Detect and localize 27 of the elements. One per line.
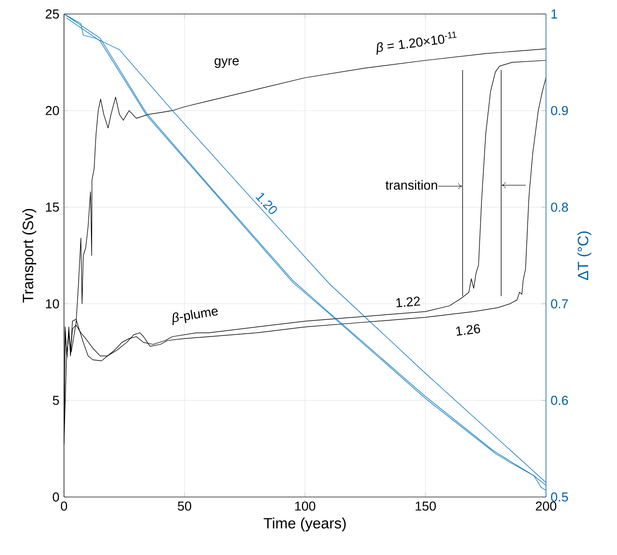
y-tick-label: 0 — [52, 492, 59, 502]
y-axis-title: Transport (Sv) — [22, 208, 36, 303]
annotation: 1.26 — [456, 324, 480, 336]
y2-tick-label: 0.8 — [551, 202, 568, 212]
annotation: transition — [386, 180, 438, 190]
annotation: gyre — [214, 58, 239, 68]
y2-tick-label: 0.5 — [551, 492, 568, 502]
y-tick-label: 20 — [46, 106, 59, 116]
y2-tick-label: 1 — [552, 10, 558, 18]
y-tick-label: 5 — [52, 396, 59, 405]
annotation: 1.22 — [396, 296, 420, 308]
y2-axis-title: ΔT (°C) — [577, 231, 592, 280]
x-tick-label: 150 — [416, 502, 436, 511]
annotation: β = 1.20×10$^{-11}$ — [376, 31, 457, 55]
annotation: β-plume — [172, 308, 218, 326]
x-tick-label: 0 — [60, 502, 68, 511]
x-tick-label: 50 — [178, 502, 192, 511]
x-tick-label: 200 — [536, 502, 556, 511]
y-tick-label: 10 — [46, 299, 59, 308]
y-tick-label: 25 — [46, 9, 59, 19]
y-tick-label: 15 — [46, 202, 59, 212]
x-axis-title: Time (years) — [264, 518, 346, 532]
y2-tick-label: 0.7 — [551, 299, 568, 308]
y2-tick-label: 0.9 — [551, 106, 568, 116]
y2-tick-label: 0.6 — [551, 396, 568, 405]
annotation: 1.20 — [256, 192, 277, 214]
x-tick-label: 100 — [295, 502, 316, 511]
